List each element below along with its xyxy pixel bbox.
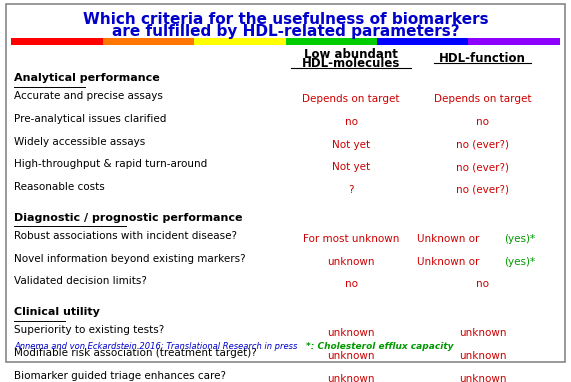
Text: HDL-molecules: HDL-molecules: [302, 57, 400, 70]
Text: unknown: unknown: [327, 374, 375, 382]
Text: Validated decision limits?: Validated decision limits?: [14, 276, 147, 286]
Text: unknown: unknown: [459, 328, 506, 338]
Text: Low abundant: Low abundant: [304, 48, 398, 61]
Text: no: no: [345, 117, 357, 127]
Text: are fulfilled by HDL-related parameters?: are fulfilled by HDL-related parameters?: [112, 24, 459, 39]
Bar: [468, 38, 560, 45]
Text: unknown: unknown: [327, 328, 375, 338]
Text: no (ever?): no (ever?): [456, 140, 509, 150]
Text: unknown: unknown: [459, 351, 506, 361]
Text: HDL-function: HDL-function: [439, 52, 526, 65]
Bar: [103, 38, 194, 45]
Text: Novel information beyond existing markers?: Novel information beyond existing marker…: [14, 254, 246, 264]
Text: Which criteria for the usefulness of biomarkers: Which criteria for the usefulness of bio…: [83, 11, 488, 26]
Text: For most unknown: For most unknown: [303, 234, 399, 244]
Bar: [194, 38, 286, 45]
Text: Depends on target: Depends on target: [434, 94, 531, 104]
Bar: [11, 38, 103, 45]
Bar: [286, 38, 377, 45]
Text: Clinical utility: Clinical utility: [14, 307, 100, 317]
Text: (yes)*: (yes)*: [504, 257, 536, 267]
Text: Biomarker guided triage enhances care?: Biomarker guided triage enhances care?: [14, 371, 226, 380]
Text: Superiority to existing tests?: Superiority to existing tests?: [14, 325, 164, 335]
Text: Pre-analytical issues clarified: Pre-analytical issues clarified: [14, 114, 167, 124]
Text: unknown: unknown: [327, 351, 375, 361]
Text: Unknown or: Unknown or: [417, 234, 482, 244]
Text: Accurate and precise assays: Accurate and precise assays: [14, 91, 163, 101]
Text: no (ever?): no (ever?): [456, 185, 509, 195]
Bar: [377, 38, 468, 45]
Text: no: no: [476, 279, 489, 289]
Text: unknown: unknown: [459, 374, 506, 382]
Text: no: no: [476, 117, 489, 127]
Text: Diagnostic / prognostic performance: Diagnostic / prognostic performance: [14, 213, 243, 223]
Text: (yes)*: (yes)*: [504, 234, 536, 244]
FancyBboxPatch shape: [6, 4, 565, 362]
Text: *: Cholesterol efflux capacity: *: Cholesterol efflux capacity: [306, 342, 453, 351]
Text: ?: ?: [348, 185, 354, 195]
Text: unknown: unknown: [327, 257, 375, 267]
Text: Analytical performance: Analytical performance: [14, 73, 160, 83]
Text: Widely accessible assays: Widely accessible assays: [14, 137, 146, 147]
Text: Unknown or: Unknown or: [417, 257, 482, 267]
Text: High-throughput & rapid turn-around: High-throughput & rapid turn-around: [14, 159, 207, 169]
Text: no (ever?): no (ever?): [456, 162, 509, 172]
Text: Not yet: Not yet: [332, 140, 370, 150]
Text: Annema and von Eckardstein 2016; Translational Research in press: Annema and von Eckardstein 2016; Transla…: [14, 342, 297, 351]
Text: Modifiable risk association (treatment target)?: Modifiable risk association (treatment t…: [14, 348, 257, 358]
Text: Reasonable costs: Reasonable costs: [14, 182, 105, 192]
Text: no: no: [345, 279, 357, 289]
Text: Robust associations with incident disease?: Robust associations with incident diseas…: [14, 231, 238, 241]
Text: Not yet: Not yet: [332, 162, 370, 172]
Text: Depends on target: Depends on target: [303, 94, 400, 104]
